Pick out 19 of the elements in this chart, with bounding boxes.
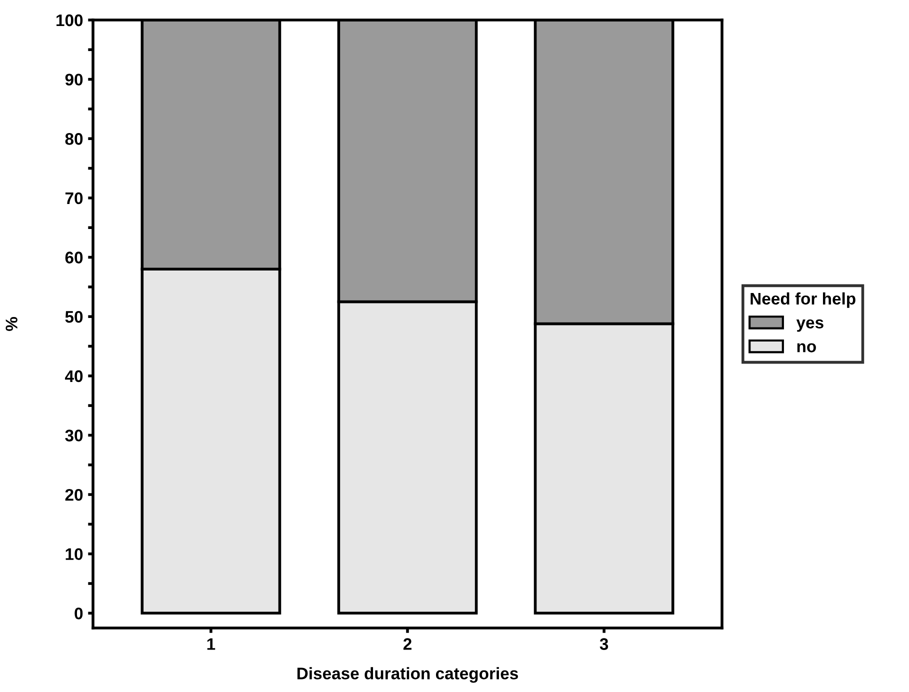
x-tick-label: 3 — [600, 638, 608, 650]
y-axis-title: % — [6, 317, 18, 331]
y-tick-label: 10 — [66, 548, 83, 560]
x-tick-label: 2 — [403, 638, 412, 650]
y-tick-label: 0 — [74, 608, 83, 620]
legend-label: no — [797, 343, 816, 352]
y-tick-label: 30 — [65, 430, 83, 442]
y-tick-label: 20 — [65, 488, 83, 501]
y-tick-label: 80 — [65, 133, 83, 145]
x-tick-label: 1 — [207, 638, 216, 650]
y-tick-label: 40 — [64, 370, 83, 382]
legend-label: yes — [796, 319, 824, 332]
y-tick-label: 100 — [56, 14, 83, 26]
y-tick-label: 90 — [65, 74, 83, 86]
y-tick-label: 50 — [65, 310, 83, 323]
y-tick-label: 70 — [65, 192, 83, 204]
x-axis-title: Disease duration categories — [297, 667, 518, 683]
y-tick-label: 60 — [65, 252, 83, 264]
legend-title: Need for help — [750, 292, 856, 308]
